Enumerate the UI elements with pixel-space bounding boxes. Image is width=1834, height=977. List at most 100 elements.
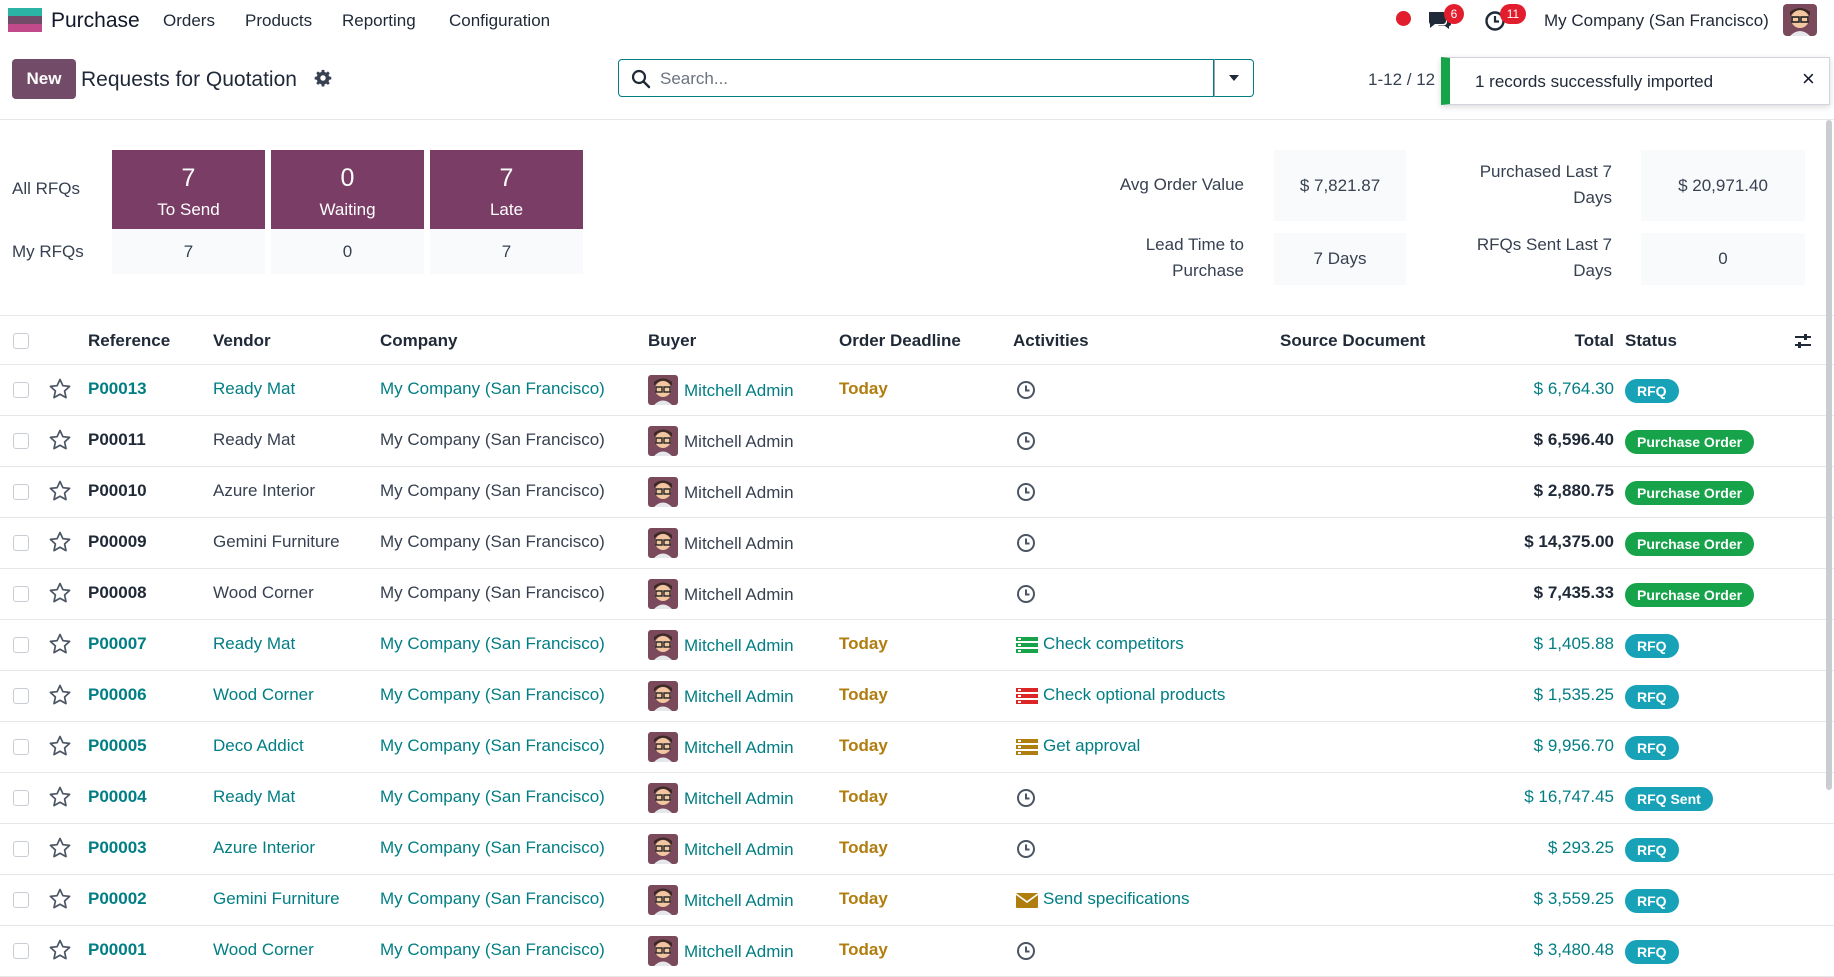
row-checkbox[interactable] — [13, 484, 29, 500]
close-icon[interactable]: × — [1802, 66, 1815, 91]
reference[interactable]: P00006 — [88, 685, 147, 704]
star-icon[interactable] — [48, 428, 72, 452]
vendor[interactable]: Wood Corner — [213, 940, 314, 959]
vendor[interactable]: Wood Corner — [213, 583, 314, 602]
menu-orders[interactable]: Orders — [163, 11, 215, 30]
clock-icon[interactable] — [1015, 787, 1037, 809]
star-icon[interactable] — [48, 836, 72, 860]
buyer[interactable]: Mitchell Admin — [684, 483, 794, 502]
reference[interactable]: P00010 — [88, 481, 147, 500]
column-vendor[interactable]: Vendor — [213, 331, 271, 350]
pager-value[interactable]: 1-12 / 12 — [1368, 70, 1436, 89]
vendor[interactable]: Gemini Furniture — [213, 532, 340, 551]
buyer[interactable]: Mitchell Admin — [684, 687, 794, 706]
company[interactable]: My Company (San Francisco) — [380, 787, 605, 806]
gear-icon[interactable] — [314, 69, 332, 87]
reference[interactable]: P00011 — [88, 430, 146, 449]
company[interactable]: My Company (San Francisco) — [380, 634, 605, 653]
vendor[interactable]: Ready Mat — [213, 787, 296, 806]
list-orange-icon[interactable] — [1015, 736, 1038, 758]
row-checkbox[interactable] — [13, 688, 29, 704]
new-button[interactable]: New — [12, 59, 76, 99]
user-avatar[interactable] — [1783, 4, 1817, 36]
company[interactable]: My Company (San Francisco) — [380, 889, 605, 908]
buyer[interactable]: Mitchell Admin — [684, 534, 794, 553]
my-late-count[interactable]: 7 — [430, 229, 583, 274]
reference[interactable]: P00003 — [88, 838, 147, 857]
column-company[interactable]: Company — [380, 331, 458, 350]
company[interactable]: My Company (San Francisco) — [380, 481, 605, 500]
row-checkbox[interactable] — [13, 382, 29, 398]
table-row[interactable]: P00011 Ready Mat My Company (San Francisco… — [0, 416, 1834, 467]
list-green-icon[interactable] — [1015, 634, 1038, 656]
reference[interactable]: P00001 — [88, 940, 147, 959]
reference[interactable]: P00004 — [88, 787, 147, 806]
buyer[interactable]: Mitchell Admin — [684, 636, 794, 655]
row-checkbox[interactable] — [13, 433, 29, 449]
company[interactable]: My Company (San Francisco) — [380, 430, 605, 449]
select-all-checkbox[interactable] — [13, 333, 29, 349]
column-order-deadline[interactable]: Order Deadline — [839, 331, 961, 350]
table-row[interactable]: P00003 Azure Interior My Company (San Fran… — [0, 824, 1834, 875]
table-row[interactable]: P00004 Ready Mat My Company (San Francisco… — [0, 773, 1834, 824]
column-status[interactable]: Status — [1625, 331, 1677, 350]
table-row[interactable]: P00006 Wood Corner My Company (San Francis… — [0, 671, 1834, 722]
row-checkbox[interactable] — [13, 637, 29, 653]
recording-status-icon[interactable] — [1396, 11, 1411, 26]
tile-waiting[interactable]: 0 Waiting — [271, 150, 424, 229]
scrollbar[interactable] — [1826, 120, 1832, 790]
menu-configuration[interactable]: Configuration — [449, 11, 551, 30]
search-options-toggle[interactable] — [1214, 59, 1254, 97]
buyer[interactable]: Mitchell Admin — [684, 789, 794, 808]
table-row[interactable]: P00013 Ready Mat My Company (San Francisco… — [0, 365, 1834, 416]
star-icon[interactable] — [48, 887, 72, 911]
column-activities[interactable]: Activities — [1013, 331, 1089, 350]
vendor[interactable]: Deco Addict — [213, 736, 304, 755]
my-waiting-count[interactable]: 0 — [271, 229, 424, 274]
company[interactable]: My Company (San Francisco) — [380, 736, 605, 755]
clock-icon[interactable] — [1015, 481, 1037, 503]
clock-icon[interactable] — [1015, 532, 1037, 554]
row-checkbox[interactable] — [13, 586, 29, 602]
menu-reporting[interactable]: Reporting — [342, 11, 416, 30]
star-icon[interactable] — [48, 479, 72, 503]
table-row[interactable]: P00005 Deco Addict My Company (San Francis… — [0, 722, 1834, 773]
clock-icon[interactable] — [1015, 940, 1037, 962]
activity-summary[interactable]: Check optional products — [1043, 685, 1226, 704]
vendor[interactable]: Ready Mat — [213, 430, 296, 449]
vendor[interactable]: Azure Interior — [213, 481, 316, 500]
column-total[interactable]: Total — [1574, 331, 1614, 350]
company[interactable]: My Company (San Francisco) — [380, 838, 605, 857]
company[interactable]: My Company (San Francisco) — [380, 379, 605, 398]
star-icon[interactable] — [48, 734, 72, 758]
buyer[interactable]: Mitchell Admin — [684, 381, 794, 400]
buyer[interactable]: Mitchell Admin — [684, 891, 794, 910]
row-checkbox[interactable] — [13, 739, 29, 755]
row-checkbox[interactable] — [13, 892, 29, 908]
tile-late[interactable]: 7 Late — [430, 150, 583, 229]
star-icon[interactable] — [48, 581, 72, 605]
tile-to-send[interactable]: 7 To Send — [112, 150, 265, 229]
clock-icon[interactable] — [1015, 583, 1037, 605]
row-checkbox[interactable] — [13, 790, 29, 806]
buyer[interactable]: Mitchell Admin — [684, 738, 794, 757]
buyer[interactable]: Mitchell Admin — [684, 840, 794, 859]
reference[interactable]: P00008 — [88, 583, 147, 602]
star-icon[interactable] — [48, 632, 72, 656]
star-icon[interactable] — [48, 683, 72, 707]
activity-summary[interactable]: Get approval — [1043, 736, 1141, 755]
buyer[interactable]: Mitchell Admin — [684, 585, 794, 604]
company[interactable]: My Company (San Francisco) — [380, 532, 605, 551]
column-buyer[interactable]: Buyer — [648, 331, 697, 350]
activity-summary[interactable]: Check competitors — [1043, 634, 1184, 653]
table-row[interactable]: P00001 Wood Corner My Company (San Francis… — [0, 926, 1834, 977]
star-icon[interactable] — [48, 938, 72, 962]
page-title[interactable]: Requests for Quotation — [81, 68, 297, 91]
vendor[interactable]: Gemini Furniture — [213, 889, 340, 908]
purchase-app-icon[interactable] — [8, 8, 42, 32]
clock-icon[interactable] — [1015, 379, 1037, 401]
table-row[interactable]: P00010 Azure Interior My Company (San Fran… — [0, 467, 1834, 518]
buyer[interactable]: Mitchell Admin — [684, 432, 794, 451]
clock-icon[interactable] — [1015, 430, 1037, 452]
table-row[interactable]: P00007 Ready Mat My Company (San Francisco… — [0, 620, 1834, 671]
